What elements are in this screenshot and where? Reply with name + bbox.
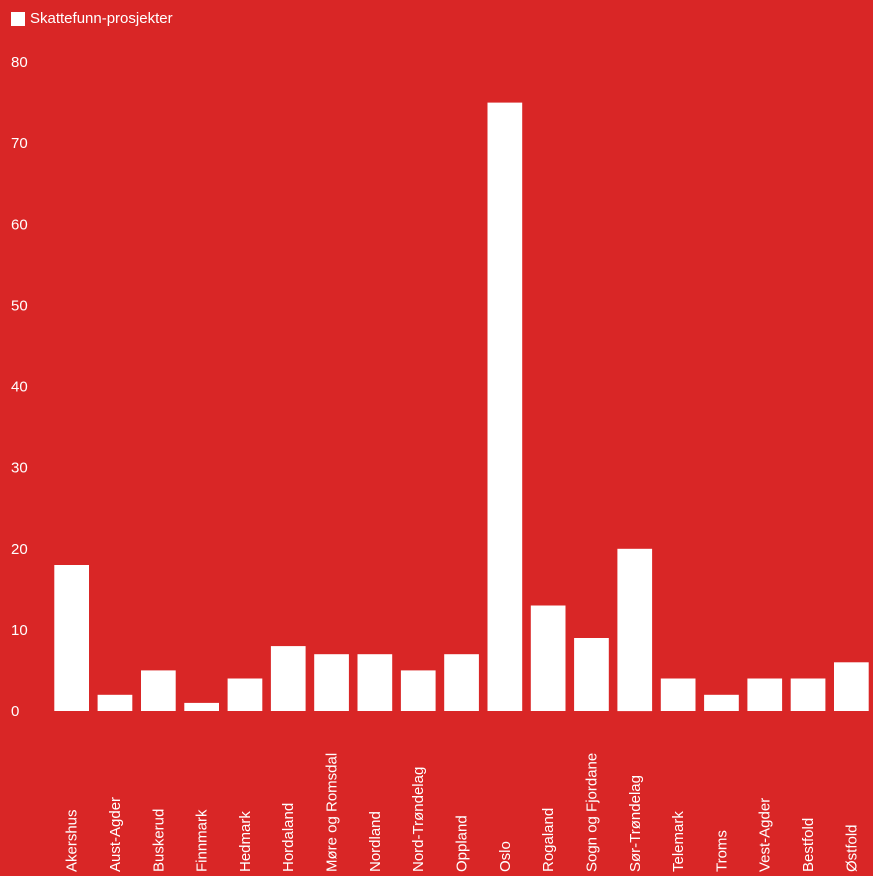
bar bbox=[54, 565, 89, 711]
y-tick-label: 30 bbox=[11, 460, 28, 477]
legend: Skattefunn-prosjekter bbox=[11, 10, 173, 27]
bar bbox=[487, 102, 523, 712]
x-tick-label: Nordland bbox=[367, 811, 384, 872]
x-tick-label: Oslo bbox=[497, 841, 514, 872]
bar bbox=[574, 638, 609, 711]
y-tick-label: 10 bbox=[11, 622, 28, 639]
y-tick-label: 0 bbox=[11, 703, 19, 720]
bar bbox=[444, 654, 479, 711]
x-tick-label: Aust-Agder bbox=[107, 797, 124, 872]
x-tick-label: Akershus bbox=[64, 809, 81, 872]
x-tick-label: Rogaland bbox=[540, 808, 557, 872]
bar bbox=[357, 654, 393, 711]
x-tick-label: Hedmark bbox=[237, 811, 254, 872]
x-tick-label: Sør-Trøndelag bbox=[627, 775, 644, 872]
y-tick-label: 70 bbox=[11, 135, 28, 152]
x-tick-label: Buskerud bbox=[150, 809, 167, 872]
bar bbox=[270, 646, 306, 711]
bar bbox=[834, 662, 869, 711]
bar bbox=[747, 678, 783, 711]
bar bbox=[617, 548, 653, 712]
bar bbox=[184, 702, 219, 711]
bar bbox=[704, 694, 739, 711]
x-tick-label: Vest-Agder bbox=[757, 798, 774, 872]
x-tick-label: Telemark bbox=[670, 811, 687, 872]
legend-label: Skattefunn-prosjekter bbox=[30, 10, 173, 27]
x-tick-label: Østfold bbox=[843, 824, 860, 872]
bar bbox=[97, 694, 133, 711]
x-tick-label: Møre og Romsdal bbox=[324, 753, 341, 872]
x-tick-label: Bestfold bbox=[800, 818, 817, 872]
y-tick-label: 80 bbox=[11, 54, 28, 71]
y-tick-label: 20 bbox=[11, 541, 28, 558]
x-tick-label: Sogn og Fjordane bbox=[583, 753, 600, 872]
y-tick-label: 50 bbox=[11, 297, 28, 314]
bar bbox=[660, 678, 696, 711]
x-tick-label: Finnmark bbox=[194, 809, 211, 872]
y-tick-label: 40 bbox=[11, 379, 28, 396]
bar bbox=[400, 670, 436, 711]
x-tick-label: Hordaland bbox=[280, 803, 297, 872]
x-tick-label: Troms bbox=[713, 830, 730, 872]
bar bbox=[790, 678, 826, 711]
legend-swatch bbox=[11, 11, 25, 26]
bar bbox=[141, 670, 176, 711]
y-tick-label: 60 bbox=[11, 216, 28, 233]
bar bbox=[530, 605, 566, 711]
x-tick-label: Nord-Trøndelag bbox=[410, 767, 427, 872]
bar bbox=[314, 654, 349, 711]
x-tick-label: Oppland bbox=[454, 815, 471, 872]
bar bbox=[227, 678, 263, 711]
